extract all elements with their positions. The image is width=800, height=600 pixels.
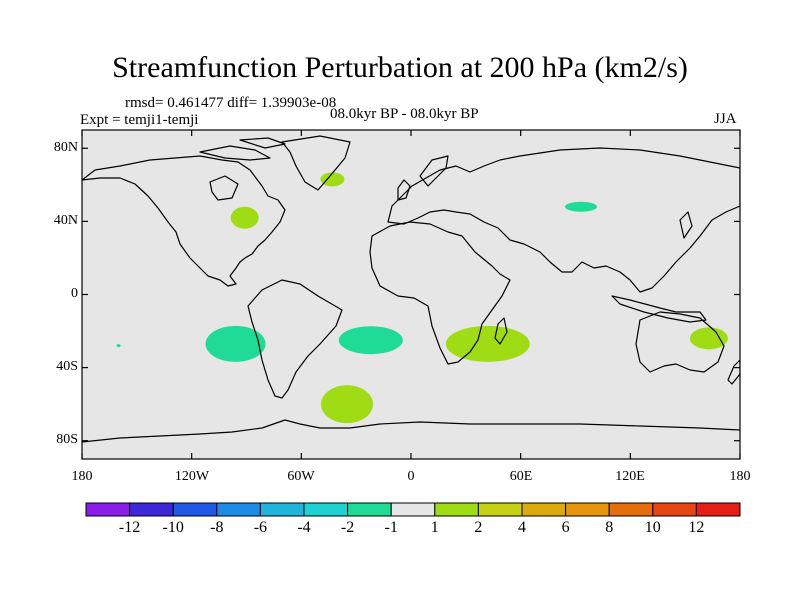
coastline-australia xyxy=(635,311,725,373)
colorbar-swatch xyxy=(434,502,479,517)
lon-label-180e: 180 xyxy=(729,469,751,484)
coastline-indonesia xyxy=(611,295,707,323)
lat-label-40s: 40S xyxy=(56,359,78,374)
lat-label-80n: 80N xyxy=(53,140,78,155)
colorbar-swatch xyxy=(172,502,218,517)
coastline-greenland xyxy=(281,135,351,191)
colorbar-label: -1 xyxy=(384,519,398,536)
anomaly-southern-ocean-positive xyxy=(321,385,374,424)
colorbar-swatch xyxy=(85,502,131,517)
colorbar-swatch xyxy=(259,502,305,517)
stats-label: rmsd= 0.461477 diff= 1.39903e-08 xyxy=(125,95,337,111)
colorbar-swatch xyxy=(695,502,741,517)
season-label: JJA xyxy=(714,111,737,127)
lat-label-40n: 40N xyxy=(53,213,78,228)
coastlines xyxy=(82,135,740,443)
colorbar-label: 10 xyxy=(644,519,661,536)
colorbar xyxy=(85,502,741,517)
colorbar-label: 12 xyxy=(688,519,705,536)
coastline-arctic-islands xyxy=(199,137,286,161)
colorbar-label: 2 xyxy=(474,519,483,536)
anomaly-layer xyxy=(116,172,728,424)
period-label: 08.0kyr BP - 08.0kyr BP xyxy=(330,106,479,122)
lon-label-60e: 60E xyxy=(509,469,533,484)
colorbar-swatch xyxy=(608,502,654,517)
anomaly-central-asia-negative xyxy=(564,201,597,212)
coastline-hudson-bay xyxy=(209,175,239,201)
coastline-british-isles xyxy=(397,179,411,201)
colorbar-swatch xyxy=(565,502,610,517)
lat-label-80s: 80S xyxy=(56,432,78,447)
map-background xyxy=(82,130,740,459)
colorbar-label: 4 xyxy=(518,519,526,536)
lon-label-120e: 120E xyxy=(615,469,645,484)
coastline-new-zealand xyxy=(727,359,740,385)
colorbar-swatch xyxy=(390,502,436,517)
axis-ticks xyxy=(81,130,741,459)
lon-label-180w: 180 xyxy=(71,469,93,484)
anomaly-south-atlantic-negative xyxy=(338,326,403,355)
colorbar-label: 8 xyxy=(605,519,614,536)
coastline-antarctica xyxy=(82,419,740,443)
coastline-scandinavia xyxy=(419,155,449,187)
anomaly-south-africa-indian-positive xyxy=(445,325,530,362)
coastline-eurasia xyxy=(387,147,740,293)
lat-label-0: 0 xyxy=(71,286,78,301)
colorbar-label: -6 xyxy=(253,519,268,536)
coastline-madagascar xyxy=(494,317,508,345)
lon-label-120w: 120W xyxy=(174,469,210,484)
colorbar-swatch xyxy=(652,502,697,517)
anomaly-small-pacific-negative xyxy=(116,344,121,348)
colorbar-label: -2 xyxy=(340,519,355,536)
colorbar-label: 1 xyxy=(430,519,439,536)
colorbar-label: -8 xyxy=(210,519,224,536)
colorbar-swatch xyxy=(347,502,392,517)
coastline-africa xyxy=(369,221,511,365)
anomaly-north-america-positive xyxy=(230,206,259,229)
colorbar-label: 6 xyxy=(561,519,570,536)
colorbar-swatch xyxy=(521,502,567,517)
lon-label-60w: 60W xyxy=(287,469,315,484)
colorbar-swatch xyxy=(303,502,349,517)
anomaly-east-australia-positive xyxy=(689,327,728,350)
map-title: Streamfunction Perturbation at 200 hPa (… xyxy=(112,51,688,84)
coastline-south-america xyxy=(247,279,343,399)
colorbar-label: -4 xyxy=(297,519,311,536)
colorbar-swatch xyxy=(129,502,174,517)
colorbar-label: -10 xyxy=(162,519,184,536)
anomaly-greenland-positive xyxy=(320,172,345,187)
experiment-label: Expt = temji1-temji xyxy=(80,112,199,128)
colorbar-swatch xyxy=(477,502,523,517)
coastline-north-america xyxy=(82,155,286,287)
lon-label-0: 0 xyxy=(407,469,415,484)
colorbar-label: -12 xyxy=(118,519,141,536)
anomaly-southeast-pacific-negative xyxy=(205,325,266,362)
colorbar-swatch xyxy=(216,502,261,517)
coastline-japan xyxy=(679,211,693,239)
